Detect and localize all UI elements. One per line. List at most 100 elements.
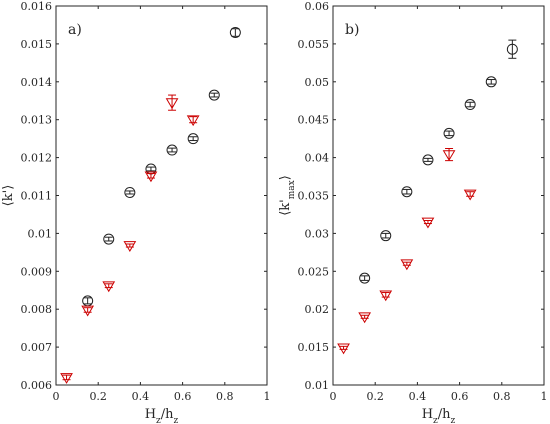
data-point	[208, 89, 220, 101]
y-tick-label: 0.05	[305, 76, 330, 89]
x-axis-label: Hz/hz	[145, 407, 179, 424]
y-tick-label: 0.009	[21, 265, 53, 278]
data-point	[229, 27, 241, 39]
circle-marker	[380, 230, 392, 242]
data-point	[82, 295, 94, 307]
data-point	[442, 148, 456, 162]
panel-a: 0 0.2 0.4 0.6 0.8 1 0.006 0.007 0.008 0.009 0.01 0.…	[1, 0, 271, 424]
data-point	[187, 133, 199, 145]
y-tick-label: 0.04	[305, 152, 330, 165]
data-point	[103, 233, 115, 245]
data-point	[358, 312, 372, 324]
circle-marker	[208, 89, 220, 101]
triangle-marker	[421, 217, 435, 229]
y-tick-label: 0.045	[298, 114, 330, 127]
circle-marker	[464, 99, 476, 111]
y-tick-label: 0.015	[298, 341, 330, 354]
circle-marker	[443, 127, 455, 139]
series-circle	[359, 39, 518, 284]
data-point	[422, 154, 434, 166]
x-tick-label: 0	[53, 390, 60, 403]
axes-frame	[332, 5, 545, 386]
data-point	[380, 230, 392, 242]
circle-marker	[422, 154, 434, 166]
panel-b: 0 0.2 0.4 0.6 0.8 1 0.01 0.015 0.02 0.025 0.03 0.03…	[278, 0, 548, 424]
circle-marker	[187, 133, 199, 145]
panel-label: b)	[345, 22, 359, 38]
y-tick-label: 0.01	[305, 379, 330, 392]
circle-marker	[124, 186, 136, 198]
x-tick-label: 0.2	[366, 390, 384, 403]
circle-marker	[103, 233, 115, 245]
x-tick-label: 0.4	[409, 390, 427, 403]
x-tick-label: 1	[541, 390, 548, 403]
data-point	[421, 217, 435, 229]
y-tick-label: 0.055	[298, 38, 330, 51]
y-tick-label: 0.011	[21, 190, 53, 203]
circle-marker	[359, 272, 371, 284]
panel-label: a)	[68, 22, 82, 38]
data-point	[186, 115, 200, 127]
x-tick-label: 0.8	[216, 390, 234, 403]
triangle-marker	[379, 290, 393, 302]
data-point	[401, 186, 413, 198]
y-tick-label: 0.016	[21, 0, 53, 13]
triangle-marker	[463, 189, 477, 201]
data-point	[379, 290, 393, 302]
data-point	[144, 171, 158, 183]
data-point	[337, 343, 350, 355]
y-tick-label: 0.01	[28, 227, 53, 240]
y-tick-label: 0.035	[298, 190, 330, 203]
y-axis-label: ⟨k'⟩	[1, 185, 16, 207]
data-point	[123, 241, 137, 253]
triangle-marker	[81, 305, 95, 317]
data-point	[400, 259, 414, 271]
axes-frame	[55, 5, 268, 386]
x-tick-label: 0.4	[132, 390, 150, 403]
x-tick-label: 0	[330, 390, 337, 403]
circle-marker	[166, 144, 178, 156]
triangle-marker	[400, 259, 414, 271]
data-point	[102, 281, 116, 293]
circle-marker	[506, 43, 518, 55]
series-circle	[82, 27, 241, 307]
data-point	[463, 189, 477, 201]
data-point	[443, 127, 455, 139]
data-point	[464, 99, 476, 111]
y-tick-label: 0.015	[21, 38, 53, 51]
x-tick-label: 0.6	[451, 390, 469, 403]
y-tick-label: 0.006	[21, 379, 53, 392]
data-point	[60, 373, 73, 384]
data-point	[165, 94, 179, 111]
y-tick-label: 0.012	[21, 152, 53, 165]
data-point	[124, 186, 136, 198]
y-axis-label: ⟨k'max⟩	[278, 175, 297, 216]
y-tick-label: 0.014	[21, 76, 53, 89]
series-triangle-down	[337, 148, 477, 355]
series-triangle-down	[60, 94, 200, 384]
y-tick-label: 0.02	[305, 303, 330, 316]
triangle-marker	[144, 171, 158, 183]
triangle-marker	[337, 343, 350, 355]
data-point	[166, 144, 178, 156]
y-tick-label: 0.008	[21, 303, 53, 316]
data-point	[81, 305, 95, 317]
y-tick-label: 0.06	[305, 0, 330, 13]
data-point	[359, 272, 371, 284]
y-tick-label: 0.03	[305, 227, 330, 240]
triangle-marker	[165, 98, 179, 110]
triangle-marker	[123, 241, 137, 253]
circle-marker	[401, 186, 413, 198]
triangle-marker	[102, 281, 116, 293]
y-tick-label: 0.013	[21, 114, 53, 127]
x-tick-label: 1	[264, 390, 271, 403]
data-point	[506, 39, 518, 59]
y-tick-label: 0.025	[298, 265, 330, 278]
triangle-marker	[442, 150, 456, 162]
triangle-marker	[358, 312, 372, 324]
x-tick-label: 0.2	[89, 390, 107, 403]
circle-marker	[485, 76, 497, 88]
triangle-marker	[60, 373, 73, 384]
circle-marker	[229, 27, 241, 39]
